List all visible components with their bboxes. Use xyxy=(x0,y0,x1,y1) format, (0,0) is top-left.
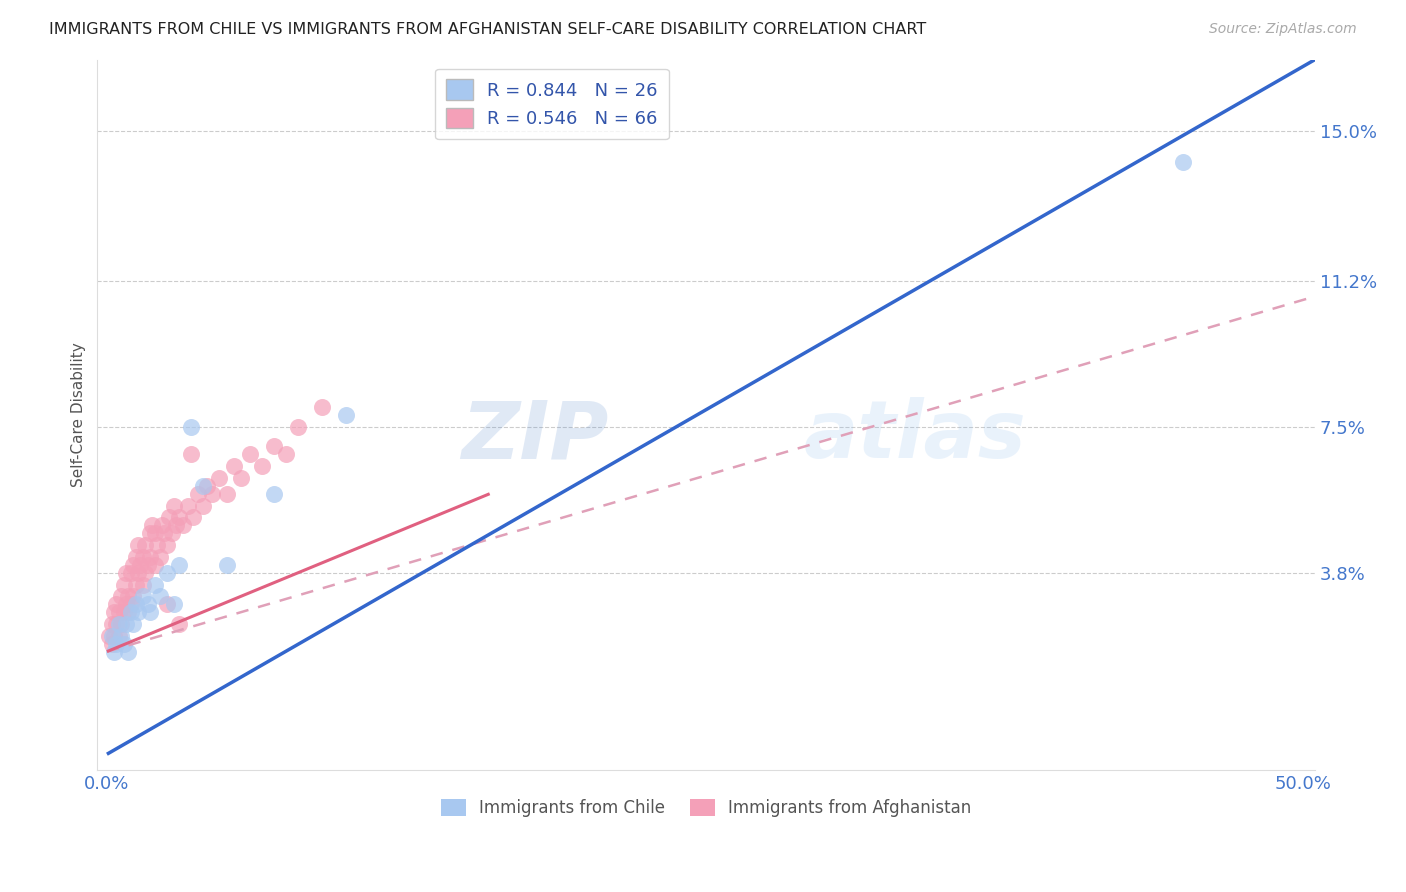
Point xyxy=(143,577,166,591)
Point xyxy=(156,566,179,580)
Point xyxy=(167,510,190,524)
Point xyxy=(157,510,180,524)
Point xyxy=(208,471,231,485)
Point xyxy=(132,577,155,591)
Point xyxy=(1173,155,1195,169)
Point xyxy=(139,549,162,564)
Point xyxy=(163,597,186,611)
Point xyxy=(108,617,131,632)
Point xyxy=(172,518,194,533)
Point xyxy=(129,558,152,572)
Point xyxy=(311,400,333,414)
Point xyxy=(108,629,131,643)
Point xyxy=(112,577,135,591)
Point xyxy=(156,597,179,611)
Point xyxy=(276,447,298,461)
Point xyxy=(287,419,309,434)
Point xyxy=(115,617,138,632)
Point xyxy=(180,447,202,461)
Point xyxy=(167,558,190,572)
Point xyxy=(105,637,128,651)
Point xyxy=(100,629,122,643)
Point xyxy=(160,526,183,541)
Point xyxy=(117,590,139,604)
Point xyxy=(139,605,162,619)
Point xyxy=(156,538,179,552)
Text: atlas: atlas xyxy=(804,397,1026,475)
Point xyxy=(120,566,142,580)
Point xyxy=(150,518,173,533)
Legend: Immigrants from Chile, Immigrants from Afghanistan: Immigrants from Chile, Immigrants from A… xyxy=(433,791,980,826)
Point xyxy=(201,487,224,501)
Point xyxy=(120,605,142,619)
Point xyxy=(120,597,142,611)
Point xyxy=(191,499,214,513)
Point xyxy=(215,487,238,501)
Point xyxy=(153,526,176,541)
Point xyxy=(127,566,149,580)
Point xyxy=(105,617,128,632)
Text: IMMIGRANTS FROM CHILE VS IMMIGRANTS FROM AFGHANISTAN SELF-CARE DISABILITY CORREL: IMMIGRANTS FROM CHILE VS IMMIGRANTS FROM… xyxy=(49,22,927,37)
Point xyxy=(105,597,128,611)
Point xyxy=(117,605,139,619)
Point xyxy=(263,439,285,453)
Point xyxy=(146,538,169,552)
Point xyxy=(100,637,122,651)
Point xyxy=(122,617,145,632)
Point xyxy=(187,487,209,501)
Point xyxy=(110,590,132,604)
Text: Source: ZipAtlas.com: Source: ZipAtlas.com xyxy=(1209,22,1357,37)
Point xyxy=(335,408,357,422)
Point xyxy=(139,526,162,541)
Point xyxy=(115,597,138,611)
Point xyxy=(127,538,149,552)
Point xyxy=(141,518,163,533)
Point xyxy=(252,459,274,474)
Point xyxy=(229,471,252,485)
Point xyxy=(191,479,214,493)
Point xyxy=(215,558,238,572)
Point xyxy=(148,590,170,604)
Point xyxy=(263,487,285,501)
Point xyxy=(124,549,146,564)
Point xyxy=(143,526,166,541)
Point xyxy=(124,597,146,611)
Point xyxy=(98,629,121,643)
Point xyxy=(122,590,145,604)
Point xyxy=(108,605,131,619)
Point xyxy=(127,605,149,619)
Point xyxy=(100,617,122,632)
Point xyxy=(163,499,186,513)
Point xyxy=(136,597,159,611)
Point xyxy=(103,605,125,619)
Text: ZIP: ZIP xyxy=(461,397,609,475)
Point xyxy=(112,605,135,619)
Point xyxy=(165,518,187,533)
Point xyxy=(132,590,155,604)
Point xyxy=(134,538,156,552)
Point xyxy=(110,617,132,632)
Point xyxy=(103,629,125,643)
Point xyxy=(110,629,132,643)
Point xyxy=(181,510,204,524)
Y-axis label: Self-Care Disability: Self-Care Disability xyxy=(72,343,86,487)
Point xyxy=(122,558,145,572)
Point xyxy=(239,447,262,461)
Point xyxy=(177,499,200,513)
Point xyxy=(124,577,146,591)
Point xyxy=(197,479,219,493)
Point xyxy=(148,549,170,564)
Point xyxy=(117,644,139,658)
Point xyxy=(143,558,166,572)
Point xyxy=(112,637,135,651)
Point xyxy=(103,644,125,658)
Point xyxy=(115,566,138,580)
Point xyxy=(136,558,159,572)
Point xyxy=(180,419,202,434)
Point xyxy=(222,459,245,474)
Point xyxy=(134,566,156,580)
Point xyxy=(167,617,190,632)
Point xyxy=(132,549,155,564)
